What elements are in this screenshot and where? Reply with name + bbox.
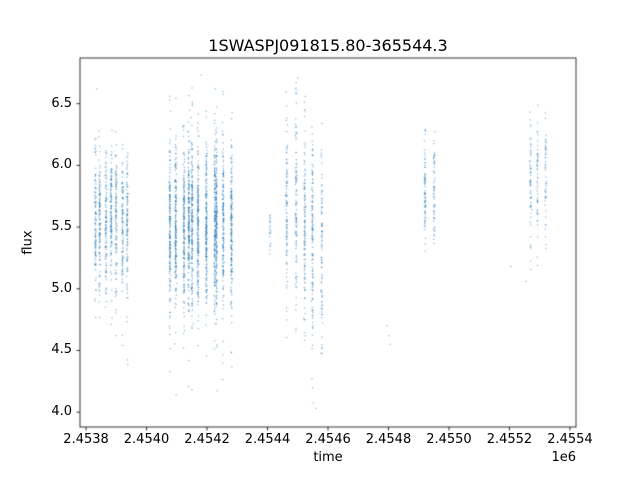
x-axis-label: time <box>313 450 343 465</box>
x-tick-label: 2.4548 <box>365 432 412 447</box>
y-axis-label: flux <box>20 230 36 255</box>
x-tick-label: 2.4554 <box>547 432 593 447</box>
x-tick-label: 2.4540 <box>123 432 170 447</box>
y-tick-label: 4.0 <box>51 404 72 420</box>
x-tick-label: 2.4550 <box>426 432 472 447</box>
y-tick-label: 5.5 <box>51 219 72 235</box>
x-tick-label: 2.4544 <box>244 432 291 447</box>
x-tick-label: 2.4542 <box>184 432 230 447</box>
x-tick-label: 2.4546 <box>305 432 351 447</box>
y-tick-label: 6.5 <box>51 95 72 111</box>
y-tick-label: 6.0 <box>51 157 72 173</box>
x-axis-offset-label: 1e6 <box>551 450 576 465</box>
x-tick-label: 2.4538 <box>63 432 109 447</box>
x-tick-label: 2.4552 <box>486 432 533 447</box>
y-tick-label: 4.5 <box>51 342 72 358</box>
chart-title: 1SWASPJ091815.80-365544.3 <box>208 36 448 55</box>
y-tick-label: 5.0 <box>51 280 72 296</box>
